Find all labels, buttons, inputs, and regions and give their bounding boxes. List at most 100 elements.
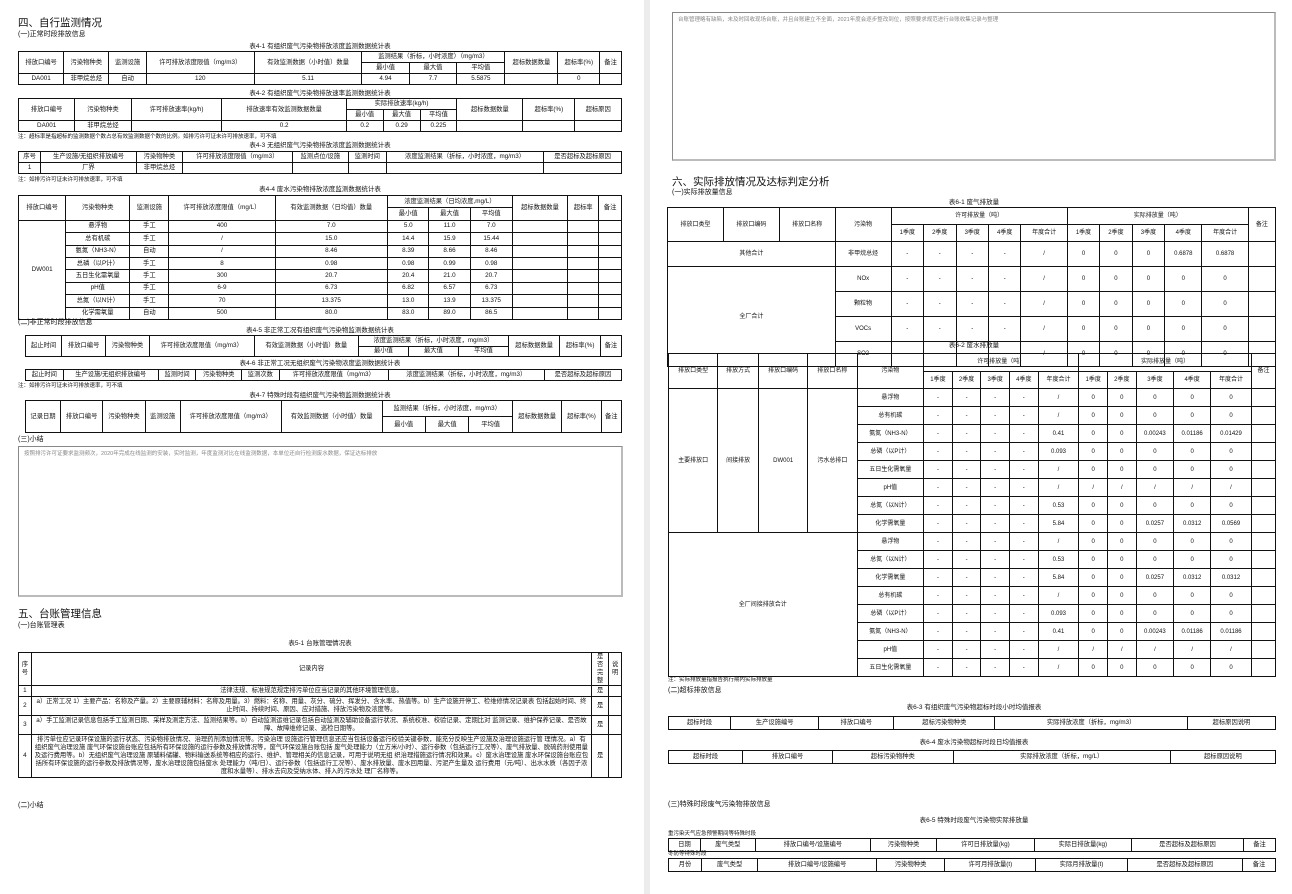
table-cell xyxy=(511,281,569,296)
section-6-2-heading: (二)超标排放信息 xyxy=(668,687,722,694)
header-cell: 备注 xyxy=(1242,858,1276,872)
table-cell: - xyxy=(987,291,1022,317)
header-cell: 监测设施 xyxy=(129,195,170,221)
header-cell: 超标率(%) xyxy=(559,335,601,357)
summary-4-textarea[interactable]: 按照排污许可证要求监测频次，2020年完成在线监测的安装，实时监测，年度监测对比… xyxy=(18,446,623,597)
table-6-2-note: 注：实际排放量指报告执行期内实际排放量 xyxy=(668,677,773,683)
table-cell xyxy=(1250,586,1277,605)
table-cell: 悬浮物 xyxy=(856,532,925,551)
header-cell: 平均值 xyxy=(419,109,458,121)
header-cell: 许可排放量（吨） xyxy=(890,207,1068,225)
table-cell: 0 xyxy=(1135,532,1175,551)
table-cell: 0 xyxy=(1078,568,1109,587)
table-cell: a）正常工况 1）主要产品：名称及产量。2）主要原辅材料：名称及用量。3）燃料：… xyxy=(30,696,593,716)
table-row: 化学需氧量 自动 500 80.0 83.0 89.0 86.5 xyxy=(19,306,622,320)
header-cell: 超标率(%) xyxy=(561,400,602,433)
table-cell xyxy=(1250,658,1277,677)
header-cell: 污染物种类 xyxy=(102,400,146,433)
header-cell: 许可日排放量(kg) xyxy=(936,838,1035,852)
header-cell: 许可月排放量(t) xyxy=(944,858,1037,872)
table-cell: 20.7 xyxy=(274,269,389,283)
header-cell: 有效监测数据（日均值）数量 xyxy=(274,195,389,221)
table-cell: 0 xyxy=(1099,316,1133,342)
header-cell: 许可排放浓度限值（mg/m3） xyxy=(181,151,293,163)
table-cell: 0.2 xyxy=(221,120,347,132)
table-cell: 0 xyxy=(1210,460,1252,479)
table-cell: 0 xyxy=(1173,496,1212,515)
table-cell: 0.0257 xyxy=(1135,568,1175,587)
header-cell: 排放口编号/设施编号 xyxy=(754,838,871,852)
header-cell: 备注 xyxy=(599,335,623,357)
table-row: pH值 手工 6-9 6.73 6.82 6.57 6.73 xyxy=(19,281,622,296)
table-cell: - xyxy=(951,550,982,569)
table-cell xyxy=(1250,496,1277,515)
table-cell: 五日生化需氧量 xyxy=(856,658,925,677)
table-cell: 5.84 xyxy=(1037,514,1080,533)
table-cell: 0.53 xyxy=(1037,550,1080,569)
table-cell: 总有机碳 xyxy=(65,232,131,246)
table-cell: - xyxy=(1008,478,1039,497)
table-cell: - xyxy=(951,478,982,497)
header-cell: 起止时间 xyxy=(25,369,64,381)
table-cell: / xyxy=(1037,388,1080,407)
table-cell: 0 xyxy=(1164,291,1203,317)
table-cell: 80.0 xyxy=(274,306,389,320)
header-cell: 生产设施/无组织排放编号 xyxy=(40,151,137,163)
table-cell: 0 xyxy=(1131,316,1166,342)
table-cell: - xyxy=(980,532,1010,551)
table-cell: 0 xyxy=(1210,658,1252,677)
header-cell: 最小值 xyxy=(387,207,430,221)
header-cell: 超标污染物种类 xyxy=(831,750,954,764)
table-cell: 0 xyxy=(1107,424,1137,443)
table-cell: / xyxy=(1020,316,1068,342)
header-cell: 3季度 xyxy=(980,370,1010,389)
table-cell: 0.0257 xyxy=(1135,514,1175,533)
table-cell: 0.0312 xyxy=(1210,568,1252,587)
table-cell: 是 xyxy=(591,685,610,697)
table-cell: / xyxy=(1037,640,1080,659)
header-cell: 平均值 xyxy=(457,345,509,357)
table-cell xyxy=(1250,622,1277,641)
header-cell: 排放方式 xyxy=(717,353,760,389)
section-6-1-heading: (一)实际排放量信息 xyxy=(672,189,733,196)
table-row: 1 法律法规、标准规范规定排污单位应当记录的其他环境管理信息。是 xyxy=(18,685,622,697)
table-cell: 0.01429 xyxy=(1210,424,1252,443)
table-cell: 0 xyxy=(1201,291,1249,317)
header-cell: 最小值 xyxy=(345,109,384,121)
table-cell: 0.98 xyxy=(274,256,389,271)
table-cell: / xyxy=(1037,532,1080,551)
table-cell: / xyxy=(168,232,276,246)
section-4-title: 四、自行监测情况 xyxy=(18,17,102,29)
table-cell xyxy=(543,162,622,174)
table-cell: 0 xyxy=(1078,406,1109,425)
header-cell: 排放口编码 xyxy=(722,207,780,242)
table-cell xyxy=(1247,241,1277,267)
table-cell: - xyxy=(923,622,953,641)
table-4-5: 起止时间 排放口编号 污染物种类 许可排放浓度限值（mg/m3） 有效监测数据（小时值）… xyxy=(24,335,623,357)
header-cell: 超标原因说明 xyxy=(1169,750,1277,764)
page-separator xyxy=(644,0,650,894)
table-cell: - xyxy=(1008,640,1039,659)
table-cell xyxy=(1247,266,1277,292)
summary-5-textarea[interactable]: 台账管理略有缺陷，未及时回收现场台账，并且台账建立不全面，2021年度会逐步整改… xyxy=(672,12,1276,161)
table-cell xyxy=(598,219,622,234)
table-cell xyxy=(511,294,569,308)
table-cell xyxy=(574,120,622,132)
table-6-5-label-a: 重污染天气应急预警期间等特殊时段 xyxy=(668,831,757,837)
header-cell: 备注 xyxy=(1242,838,1277,852)
table-cell: 0 xyxy=(1078,424,1109,443)
table-row: 颗粒物 - - - -/0 0 0 0 0 xyxy=(668,291,1277,317)
table-cell: 0 xyxy=(1078,388,1109,407)
table-cell: - xyxy=(1008,658,1039,677)
header-cell: 年度合计 xyxy=(1201,224,1249,242)
header-cell: 月份 xyxy=(668,858,702,872)
table-cell: 0 xyxy=(1173,406,1212,425)
table-cell: - xyxy=(923,586,953,605)
table-cell: 0 xyxy=(1210,388,1252,407)
table-cell xyxy=(1250,514,1277,533)
header-cell: 3季度 xyxy=(1135,370,1175,389)
header-row: 最小值 最大值 平均值 xyxy=(19,207,622,221)
table-cell: / xyxy=(1135,640,1175,659)
header-cell: 日期 xyxy=(668,838,701,852)
table-cell: 0 xyxy=(1107,442,1137,461)
